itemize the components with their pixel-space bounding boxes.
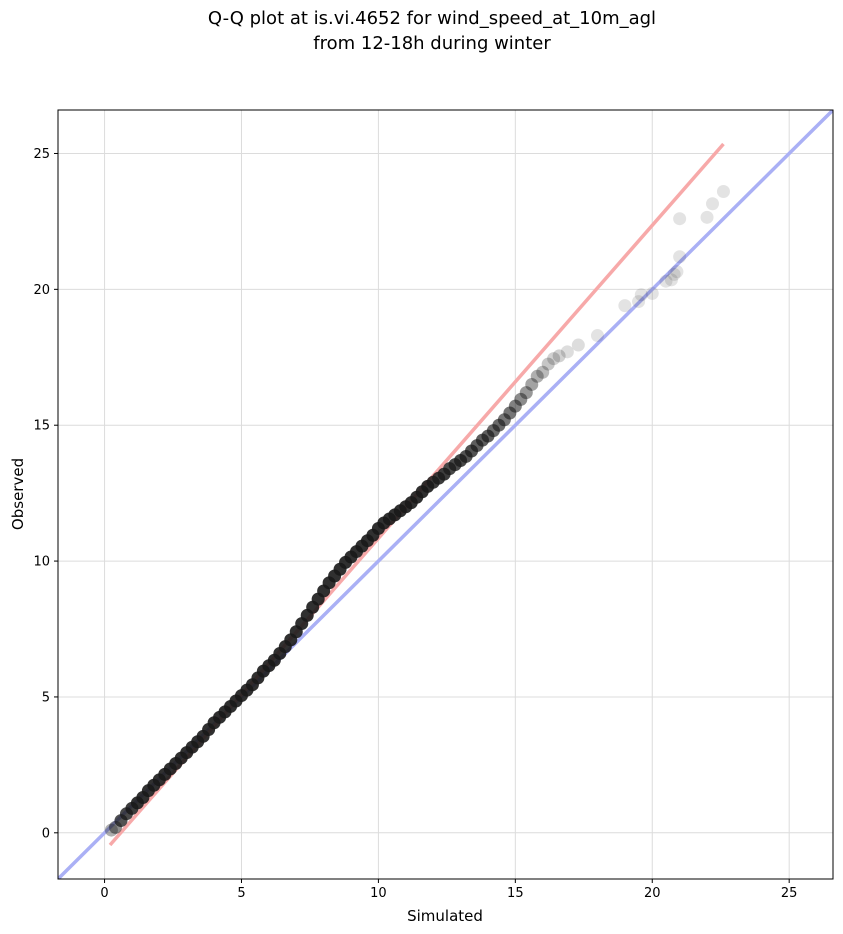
data-point (514, 392, 528, 406)
x-tick-label-0: 0 (100, 886, 108, 901)
data-point (547, 352, 561, 366)
data-point (618, 299, 632, 313)
x-axis-label: Simulated (407, 907, 483, 925)
grid-lines (58, 110, 833, 879)
y-axis-label: Observed (9, 458, 27, 530)
data-point (634, 288, 648, 302)
chart-title-line-2: from 12-18h during winter (313, 33, 551, 54)
x-axis-ticks: 0 5 10 15 20 25 (100, 879, 797, 901)
y-tick-label-3: 15 (33, 419, 50, 434)
y-tick-label-4: 20 (33, 283, 50, 298)
x-tick-label-3: 15 (507, 886, 524, 901)
y-axis-ticks: 0 5 10 15 20 25 (33, 147, 58, 841)
y-tick-label-5: 25 (33, 147, 50, 162)
data-point (673, 250, 687, 264)
data-point (590, 329, 604, 343)
y-tick-label-1: 5 (42, 690, 50, 705)
data-point (664, 273, 678, 287)
x-tick-label-1: 5 (237, 886, 245, 901)
x-tick-label-2: 10 (370, 886, 387, 901)
data-point (519, 386, 533, 400)
data-point (571, 338, 585, 352)
data-point (632, 295, 646, 309)
x-tick-label-4: 20 (644, 886, 661, 901)
data-point (659, 274, 673, 288)
data-point (667, 267, 681, 281)
data-point (700, 210, 714, 224)
data-point (716, 185, 730, 199)
data-point (706, 197, 720, 211)
data-point (536, 365, 550, 379)
data-point (670, 265, 684, 279)
data-points (104, 185, 730, 837)
data-point (525, 377, 539, 391)
data-point (560, 345, 574, 359)
y-tick-label-2: 10 (33, 555, 50, 570)
plot-frame (57, 109, 834, 880)
data-point (541, 357, 555, 371)
data-point (530, 369, 544, 383)
data-point (673, 212, 687, 226)
chart-title-line-1: Q-Q plot at is.vi.4652 for wind_speed_at… (208, 8, 656, 29)
data-point (552, 349, 566, 363)
x-tick-label-5: 25 (781, 886, 798, 901)
y-tick-label-0: 0 (42, 826, 50, 841)
data-point (645, 286, 659, 300)
